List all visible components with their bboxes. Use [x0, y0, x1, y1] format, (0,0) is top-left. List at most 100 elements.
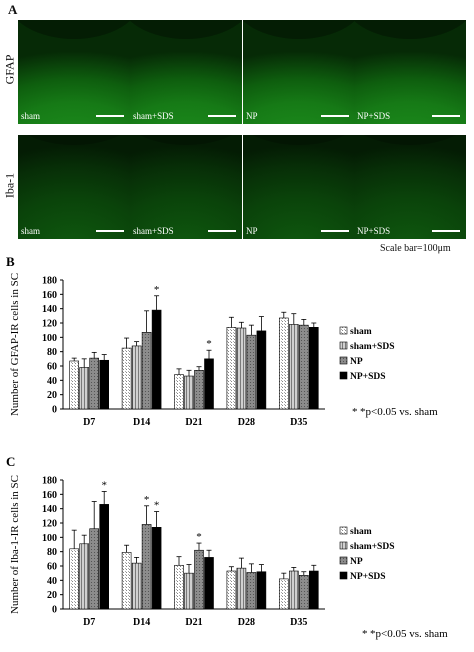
- legend-swatch: [339, 541, 348, 550]
- bar-sham-d21: [174, 374, 184, 410]
- bar-sham-sds-d21: [184, 375, 194, 410]
- bar-np-d35: [298, 324, 309, 410]
- legend-entry: sham+SDS: [350, 342, 395, 352]
- micrograph-label: NP+SDS: [357, 111, 391, 121]
- significance-note-star: *: [352, 406, 358, 418]
- legend-swatch: [339, 571, 348, 580]
- significance-note-star: *: [362, 628, 368, 640]
- x-tick-label: D21: [185, 617, 202, 628]
- bar-np-sds-d14: [151, 527, 162, 610]
- significance-star: *: [101, 479, 107, 491]
- significance-star: *: [154, 284, 160, 296]
- scale-bar-icon: [208, 115, 236, 117]
- legend-swatch: [339, 341, 348, 350]
- micrograph-label: NP: [246, 111, 258, 121]
- micrograph-label: NP: [246, 226, 258, 236]
- panel-a-letter: A: [8, 2, 18, 17]
- gfap-row-label: GFAP: [2, 54, 17, 85]
- y-tick-label: 20: [47, 590, 57, 601]
- micrograph-gfap-sham: sham: [18, 20, 130, 124]
- micrograph-background: [18, 20, 130, 39]
- micrograph-background: [130, 20, 242, 39]
- y-tick-label: 20: [47, 390, 57, 401]
- bar-sham-d28: [226, 327, 237, 410]
- micrograph-gfap-np: NP: [243, 20, 355, 124]
- bar-sham-sds-d7: [79, 367, 89, 410]
- bar-sham-sds-d35: [288, 324, 299, 410]
- x-tick-label: D21: [185, 417, 202, 428]
- significance-star: *: [154, 500, 160, 512]
- micrograph-iba1-sham-sds: sham+SDS: [130, 135, 242, 239]
- bar-np-sds-d21: [204, 557, 214, 610]
- bar-np-sds-d7: [99, 504, 109, 610]
- bar-sham-sds-d14: [131, 562, 142, 610]
- significance-star: *: [206, 338, 212, 350]
- legend-swatch: [339, 526, 348, 535]
- significance-note: *p<0.05 vs. sham: [370, 628, 448, 640]
- micrograph-label: sham: [21, 111, 40, 121]
- legend-entry: NP+SDS: [350, 572, 386, 582]
- legend-entry: NP+SDS: [350, 372, 386, 382]
- bar-np-sds-d21: [204, 358, 214, 410]
- bar-sham-d7: [69, 548, 79, 610]
- bar-np-sds-d35: [308, 327, 319, 410]
- bar-np-d14: [141, 332, 152, 410]
- bar-np-d28: [246, 334, 257, 410]
- scale-bar-icon: [321, 115, 349, 117]
- bar-np-d7: [89, 357, 99, 410]
- y-tick-label: 160: [42, 490, 57, 501]
- bar-sham-d35: [278, 317, 289, 410]
- bar-np-sds-d28: [256, 330, 267, 410]
- y-tick-label: 60: [47, 362, 57, 373]
- bar-sham-d35: [278, 578, 289, 610]
- scale-bar-icon: [208, 230, 236, 232]
- micrograph-gfap-np-sds: NP+SDS: [354, 20, 466, 124]
- y-tick-label: 180: [42, 276, 57, 287]
- scale-bar-icon: [96, 230, 124, 232]
- micrograph-background: [354, 135, 466, 146]
- panel-letter: C: [6, 454, 15, 469]
- bar-np-sds-d7: [99, 359, 109, 410]
- bar-sham-sds-d28: [236, 327, 247, 410]
- y-tick-label: 140: [42, 504, 57, 515]
- y-tick-label: 140: [42, 304, 57, 315]
- chart-c-iba1: C Number of Iba-1-IR cells in SC 0 20 40 60 80…: [6, 454, 448, 640]
- y-tick-label: 40: [47, 376, 57, 387]
- x-tick-label: D7: [83, 617, 95, 628]
- y-tick-label: 80: [47, 347, 57, 358]
- y-tick-label: 60: [47, 562, 57, 573]
- bar-np-sds-d14: [151, 309, 162, 410]
- scale-bar-icon: [96, 115, 124, 117]
- y-tick-label: 160: [42, 290, 57, 301]
- micrograph-label: NP+SDS: [357, 226, 391, 236]
- bar-sham-sds-d14: [131, 345, 142, 410]
- bar-sham-d28: [226, 570, 237, 610]
- scale-bar-icon: [432, 230, 460, 232]
- legend-swatch: [339, 556, 348, 565]
- y-tick-label: 80: [47, 547, 57, 558]
- micrograph-label: sham+SDS: [133, 111, 174, 121]
- iba1-row-label: Iba-1: [2, 172, 17, 199]
- legend-entry: NP: [350, 357, 363, 367]
- micrograph-background: [18, 135, 130, 146]
- bar-sham-sds-d21: [184, 572, 194, 610]
- micrograph-background: [243, 20, 355, 39]
- micrograph-label: sham+SDS: [133, 226, 174, 236]
- micrograph-background: [130, 135, 242, 146]
- x-tick-label: D28: [238, 417, 255, 428]
- legend-entry: sham: [350, 327, 372, 337]
- y-axis-label: Number of GFAP-IR cells in SC: [9, 273, 21, 416]
- y-tick-label: 180: [42, 476, 57, 487]
- scale-bar-label: Scale bar=100μm: [380, 243, 451, 254]
- x-tick-label: D28: [238, 617, 255, 628]
- bar-np-d28: [246, 572, 257, 610]
- micrograph-iba1-np: NP: [243, 135, 355, 239]
- micrograph-background: [354, 20, 466, 39]
- y-tick-label: 100: [42, 333, 57, 344]
- y-tick-label: 0: [52, 405, 57, 416]
- bar-np-d21: [194, 370, 204, 410]
- x-tick-label: D14: [133, 617, 150, 628]
- y-tick-label: 0: [52, 605, 57, 616]
- bar-sham-d7: [69, 360, 79, 410]
- legend-swatch: [339, 356, 348, 365]
